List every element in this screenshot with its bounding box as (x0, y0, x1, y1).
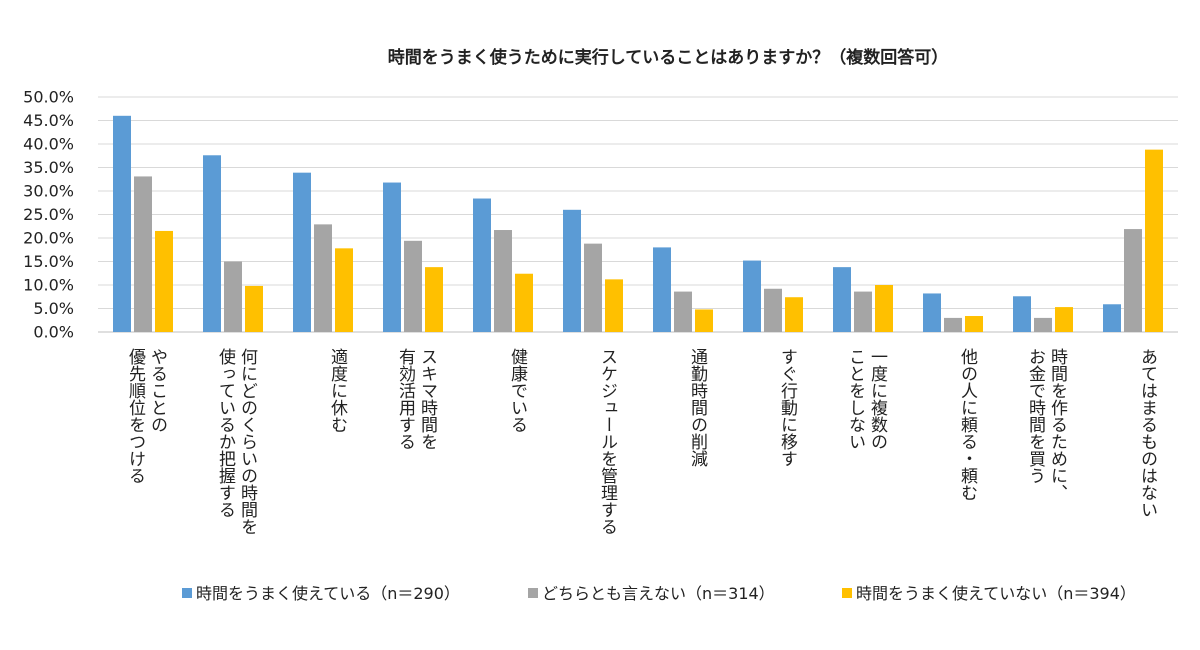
bar (425, 267, 443, 332)
bar (1034, 317, 1052, 332)
bar (335, 248, 353, 332)
bar (923, 293, 941, 332)
bar (245, 285, 263, 332)
chart-title: 時間をうまく使うために実行していることはありますか？（複数回答可） (388, 47, 949, 68)
category-label: 健康でいる (507, 348, 528, 433)
bar (875, 285, 893, 332)
bar (944, 317, 962, 332)
bar (695, 309, 713, 332)
legend: 時間をうまく使えている（n＝290） どちらとも言えない（n＝314） 時間をうまく… (182, 584, 1136, 603)
category-label: 使っているか把握する (215, 347, 236, 518)
bar (764, 288, 782, 332)
bar (785, 297, 803, 332)
bars (113, 115, 1163, 332)
bar (674, 291, 692, 332)
bar (293, 172, 311, 332)
gridlines (98, 96, 1178, 333)
category-label: 適度に休む (327, 348, 348, 433)
bar (1103, 304, 1121, 332)
bar (653, 247, 671, 332)
bar (563, 209, 581, 332)
category-label: お金で時間を買う (1025, 348, 1046, 484)
bar (404, 240, 422, 332)
bar (854, 291, 872, 332)
category-label: あてはまるものはない (1137, 348, 1157, 518)
y-tick-label: 30.0% (23, 182, 74, 201)
bar (134, 176, 152, 332)
bar (1055, 307, 1073, 332)
category-label: 有効活用する (395, 348, 416, 450)
y-tick-label: 40.0% (23, 135, 74, 154)
legend-label: 時間をうまく使えている（n＝290） (196, 584, 460, 603)
y-tick-label: 10.0% (23, 276, 74, 295)
legend-label: 時間をうまく使えていない（n＝394） (856, 584, 1136, 603)
legend-label: どちらとも言えない（n＝314） (542, 584, 775, 603)
category-label: ことをしない (845, 348, 865, 450)
bar (515, 273, 533, 332)
category-label: 優先順位をつける (125, 348, 146, 484)
y-tick-label: 45.0% (23, 111, 74, 130)
y-tick-label: 20.0% (23, 229, 74, 248)
y-axis-ticks: 0.0% 5.0% 10.0% 15.0% 20.0% 25.0% 30.0% 35.0% 40… (23, 88, 74, 342)
category-label: 時間を作るために、 (1047, 348, 1068, 501)
bar (314, 224, 332, 332)
category-label: スケジュールを管理する (597, 348, 618, 535)
category-label: スキマ時間を (417, 348, 437, 450)
bar (965, 316, 983, 332)
bar (383, 182, 401, 332)
bar (743, 260, 761, 332)
bar (473, 198, 491, 332)
bar (203, 155, 221, 332)
category-label: 何にどのくらいの時間を (237, 348, 258, 535)
bar (1124, 229, 1142, 332)
bar (113, 115, 131, 332)
bar (494, 230, 512, 332)
category-label: 一度に複数の (867, 348, 888, 450)
bar (605, 279, 623, 332)
y-tick-label: 5.0% (33, 299, 74, 318)
legend-swatch (528, 588, 538, 598)
category-label: やることの (147, 348, 167, 433)
legend-swatch (842, 588, 852, 598)
y-tick-label: 25.0% (23, 205, 74, 224)
bar (224, 261, 242, 332)
y-tick-label: 0.0% (33, 323, 74, 342)
bar (1013, 296, 1031, 332)
bar (833, 267, 851, 332)
bar (155, 230, 173, 332)
y-tick-label: 15.0% (23, 252, 74, 271)
y-tick-label: 50.0% (23, 88, 74, 107)
category-label: 他の人に頼る・頼む (957, 348, 978, 501)
legend-swatch (182, 588, 192, 598)
bar (1145, 149, 1163, 332)
category-label: すぐ行動に移す (777, 348, 798, 467)
bar (584, 243, 602, 332)
y-tick-label: 35.0% (23, 158, 74, 177)
category-label: 通勤時間の削減 (687, 348, 708, 467)
